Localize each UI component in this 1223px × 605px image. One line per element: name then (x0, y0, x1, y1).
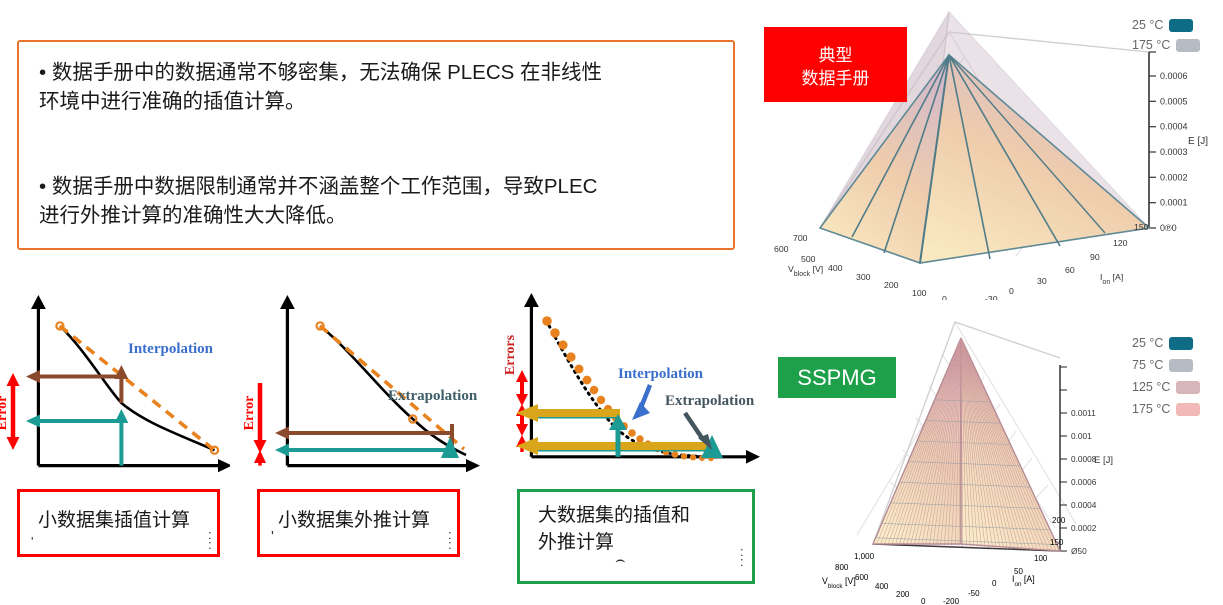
svg-text:150: 150 (1050, 538, 1064, 547)
svg-text:Ion [A]: Ion [A] (1100, 272, 1123, 286)
svg-text:Extrapolation: Extrapolation (388, 388, 478, 404)
svg-text:90: 90 (1090, 252, 1100, 262)
svg-text:200: 200 (896, 590, 910, 599)
svg-text:0.0002: 0.0002 (1160, 172, 1188, 182)
svg-text:0.0003: 0.0003 (1160, 147, 1188, 157)
svg-text:0.0006: 0.0006 (1071, 477, 1097, 487)
svg-text:Error: Error (242, 396, 257, 431)
svg-text:Ion [A]: Ion [A] (1012, 574, 1035, 588)
svg-text:0.0001: 0.0001 (1160, 198, 1188, 208)
svg-text:Interpolation: Interpolation (618, 366, 704, 382)
svg-text:Vblock [V]: Vblock [V] (788, 264, 823, 278)
svg-text:30: 30 (1037, 276, 1047, 286)
svg-text:0.0004: 0.0004 (1071, 500, 1097, 510)
svg-text:0.0008: 0.0008 (1071, 454, 1097, 464)
svg-text:0: 0 (942, 294, 947, 300)
svg-text:200: 200 (1052, 516, 1066, 525)
svg-text:300: 300 (856, 272, 871, 282)
svg-text:150: 150 (1134, 222, 1149, 232)
svg-text:0.001: 0.001 (1071, 431, 1092, 441)
svg-text:100: 100 (1034, 554, 1048, 563)
svg-text:1,000: 1,000 (854, 552, 875, 561)
svg-text:0.0002: 0.0002 (1071, 523, 1097, 533)
svg-text:400: 400 (828, 263, 843, 273)
svg-text:Error: Error (0, 396, 10, 431)
svg-text:200: 200 (884, 280, 899, 290)
svg-text:E [J]: E [J] (1188, 136, 1208, 147)
svg-text:Extrapolation: Extrapolation (665, 393, 755, 409)
svg-text:E [J]: E [J] (1094, 455, 1113, 466)
svg-text:600: 600 (855, 573, 869, 582)
svg-text:0℗0: 0℗0 (1160, 223, 1177, 233)
svg-text:-50: -50 (968, 589, 980, 598)
svg-text:Errors: Errors (503, 334, 518, 375)
svg-text:Interpolation: Interpolation (128, 341, 214, 357)
svg-text:0.0005: 0.0005 (1160, 96, 1188, 106)
svg-text:0: 0 (992, 579, 997, 588)
svg-text:60: 60 (1065, 265, 1075, 275)
svg-text:120: 120 (1113, 238, 1128, 248)
svg-text:500: 500 (801, 254, 816, 264)
svg-text:400: 400 (875, 582, 889, 591)
svg-text:700: 700 (793, 233, 808, 243)
svg-text:0: 0 (1009, 286, 1014, 296)
svg-text:Vblock [V]: Vblock [V] (822, 576, 856, 590)
svg-text:-200: -200 (943, 597, 960, 605)
svg-text:0: 0 (921, 597, 926, 605)
svg-text:600: 600 (774, 244, 789, 254)
svg-text:-100: -100 (948, 298, 966, 300)
svg-text:0.0006: 0.0006 (1160, 71, 1188, 81)
svg-text:-30: -30 (985, 294, 998, 300)
svg-text:800: 800 (835, 563, 849, 572)
svg-text:Ø50: Ø50 (1071, 546, 1087, 556)
svg-text:100: 100 (912, 288, 927, 298)
svg-text:0.0011: 0.0011 (1071, 408, 1096, 418)
svg-text:0.0004: 0.0004 (1160, 122, 1188, 132)
